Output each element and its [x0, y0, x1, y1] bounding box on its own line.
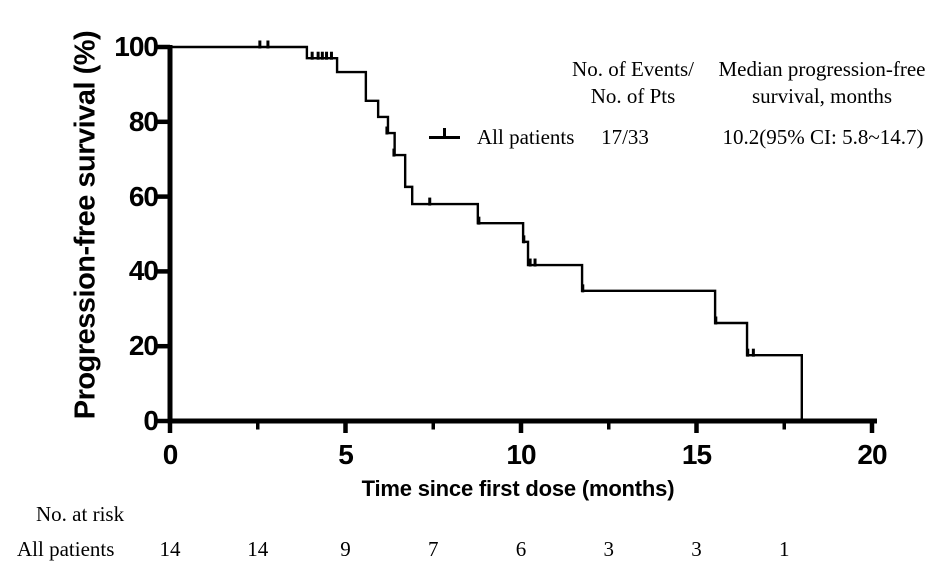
y-tick-label: 40	[128, 255, 159, 287]
y-tick-label: 0	[143, 405, 159, 436]
legend-series-label: All patients	[477, 125, 575, 149]
at-risk-value: 9	[340, 537, 351, 561]
legend-median-header-line1: Median progression-free	[718, 57, 926, 81]
at-risk-value: 14	[159, 537, 181, 561]
at-risk-value: 1	[779, 537, 790, 561]
x-tick-label: 0	[162, 439, 179, 470]
at-risk-value: 3	[691, 537, 702, 561]
x-tick-label: 15	[681, 439, 712, 470]
y-axis-title: Progression-free survival (%)	[69, 30, 102, 420]
x-axis-title: Time since first dose (months)	[361, 476, 675, 501]
at-risk-row-label: All patients	[17, 537, 115, 561]
legend-median-header: Median progression-free survival, months	[718, 56, 925, 110]
legend-events-header-line2: No. of Pts	[590, 84, 676, 108]
x-tick-label: 5	[338, 439, 354, 470]
legend-events-header: No. of Events/ No. of Pts	[572, 56, 694, 110]
at-risk-value: 6	[515, 537, 527, 561]
y-tick-label: 20	[128, 330, 159, 362]
legend-events-header-line1: No. of Events/	[572, 57, 694, 81]
at-risk-value: 3	[603, 537, 615, 561]
at-risk-value: 7	[428, 537, 439, 561]
legend-median-value: 10.2(95% CI: 5.8~14.7)	[722, 125, 924, 149]
at-risk-value: 14	[247, 537, 269, 561]
at-risk-title: No. at risk	[36, 502, 125, 526]
legend-events-value: 17/33	[601, 125, 649, 149]
legend-censor-tick-icon	[443, 128, 446, 138]
y-tick-label: 60	[128, 180, 159, 212]
y-tick-label: 80	[128, 105, 159, 137]
x-tick-label: 20	[857, 439, 887, 470]
x-tick-label: 10	[506, 439, 536, 470]
legend-median-header-line2: survival, months	[751, 84, 892, 108]
y-tick-label: 100	[114, 31, 159, 62]
